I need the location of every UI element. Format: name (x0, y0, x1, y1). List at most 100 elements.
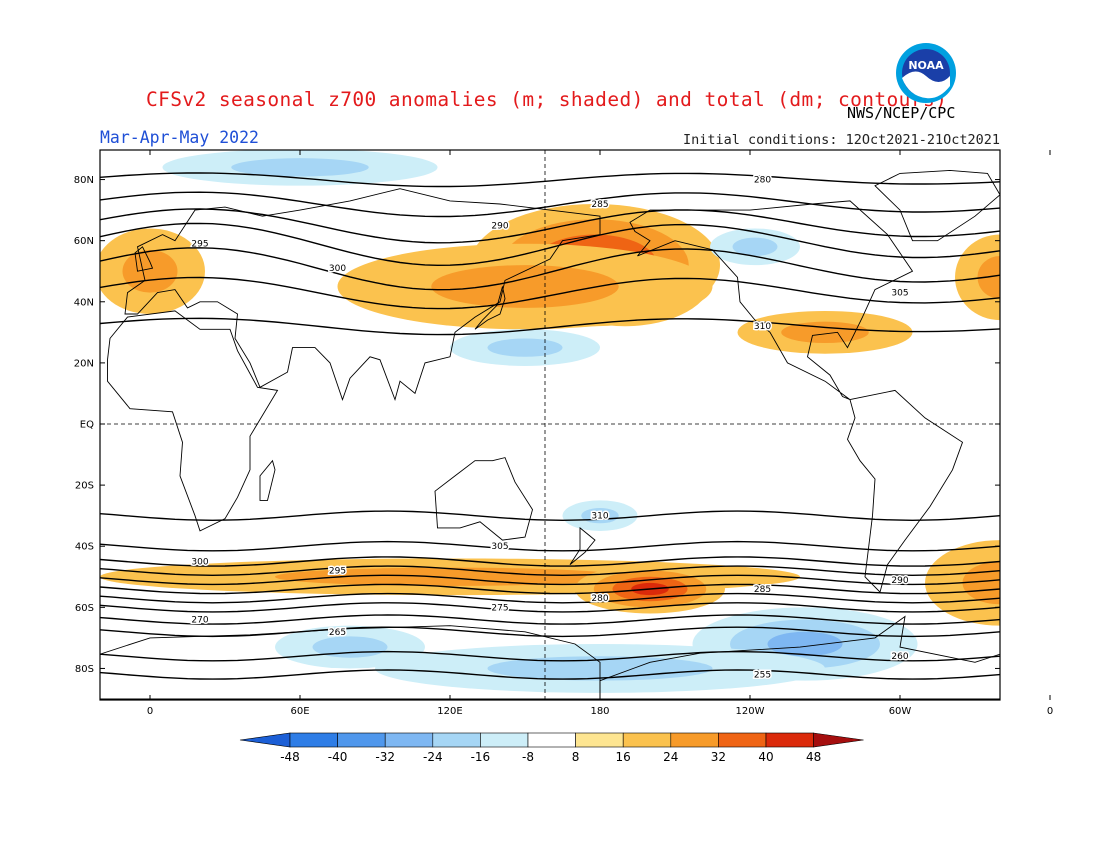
anomaly-region-3 (122, 249, 178, 293)
colorbar-label: -32 (375, 750, 395, 764)
colorbar-label: -24 (423, 750, 443, 764)
source-label: NWS/NCEP/CPC (847, 104, 956, 122)
anomaly-region-2 (431, 265, 619, 308)
contour-label: 290 (891, 576, 908, 586)
colorbar-arrow-left (239, 732, 291, 748)
new-zealand-coastline (569, 526, 596, 565)
lat-tick-label: EQ (80, 420, 94, 431)
contour-label: 310 (754, 322, 771, 332)
map-axes: 80N 60N 40N 20N EQ 20S 40S 60S 80S 0 60E 120E 180 120… (74, 150, 1053, 717)
colorbar-label: 16 (616, 750, 631, 764)
season-label: Mar-Apr-May 2022 (100, 128, 259, 147)
contour-label: 285 (591, 200, 608, 210)
colorbar: -48 -40 -32 -24 -16 -8 8 16 24 32 40 48 (239, 732, 864, 764)
colorbar-label: -48 (280, 750, 300, 764)
contour-line (100, 222, 1000, 267)
contour-line (100, 614, 1000, 625)
contour-label: 270 (191, 616, 208, 626)
contour-line (100, 650, 1000, 662)
colorbar-swatch (575, 732, 624, 748)
colorbar-swatch (622, 732, 672, 748)
anomaly-region-11 (962, 561, 1000, 605)
colorbar-swatch (432, 732, 481, 748)
colorbar-label: 40 (758, 750, 773, 764)
antarctica-coastline (599, 615, 1000, 700)
lon-tick-label: 0 (1047, 706, 1053, 717)
contour-label: 265 (329, 628, 346, 638)
contour-line (100, 565, 1000, 577)
contour-line (100, 208, 1000, 244)
contour-label: 300 (329, 264, 346, 274)
anomaly-region-12 (767, 631, 843, 657)
contour-label: 290 (491, 221, 508, 231)
uk-coastline (1035, 247, 1053, 271)
contour-label: 275 (491, 603, 508, 613)
colorbar-swatch (670, 732, 719, 748)
north-america-coastline (629, 200, 914, 401)
africa-coastline (1008, 311, 1100, 531)
contour-line (100, 247, 1000, 291)
contour-line (100, 276, 1000, 310)
colorbar-swatch (527, 732, 576, 748)
lat-tick-label: 20S (75, 481, 94, 492)
lat-tick-label: 80S (75, 664, 94, 675)
lon-tick-label: 60W (889, 706, 912, 717)
north-america-coastline (0, 201, 13, 400)
uk-coastline (134, 246, 154, 272)
lon-tick-label: 120E (437, 706, 462, 717)
contour-line (100, 317, 1000, 336)
australia-coastline (434, 457, 533, 541)
contour-label: 305 (891, 289, 908, 299)
contour-label: 255 (754, 671, 771, 681)
colorbar-swatch (765, 732, 814, 748)
colorbar-swatch (384, 732, 434, 748)
africa-coastline (107, 310, 279, 532)
lat-tick-label: 40S (75, 542, 94, 553)
colorbar-swatch (718, 732, 767, 748)
map-frame (99, 149, 1001, 701)
contour-label: 280 (591, 594, 608, 604)
colorbar-swatch (480, 732, 529, 748)
contour-line (100, 556, 1000, 567)
noaa-logo-text: NOAA (908, 59, 944, 72)
colorbar-label: -40 (328, 750, 348, 764)
greenland-coastline (874, 169, 1000, 242)
lon-tick-label: 180 (590, 706, 609, 717)
colorbar-label: -8 (522, 750, 534, 764)
anomaly-region-5 (781, 321, 869, 344)
colorbar-arrow-right (813, 732, 864, 748)
colorbar-label: -16 (471, 750, 491, 764)
colorbar-label: 8 (572, 750, 580, 764)
lat-tick-label: 60N (74, 236, 94, 247)
contour-line (100, 574, 1000, 586)
contour-label: 300 (191, 558, 208, 568)
south-america-coastline (0, 390, 63, 592)
anomaly-region-8 (732, 237, 778, 256)
lon-tick-label: 0 (147, 706, 153, 717)
contour-line (100, 510, 1000, 522)
lat-tick-label: 40N (74, 297, 94, 308)
noaa-logo: NOAA (896, 43, 956, 103)
contour-line (100, 583, 1000, 595)
height-contours: 2802852902953003053103103053002952902852… (100, 172, 1000, 682)
colorbar-label: 24 (663, 750, 678, 764)
contour-label: 310 (591, 512, 608, 522)
colorbar-label: 32 (711, 750, 726, 764)
contour-label: 295 (329, 567, 346, 577)
colorbar-swatch (289, 732, 338, 748)
lon-tick-label: 120W (736, 706, 765, 717)
lat-tick-label: 80N (74, 175, 94, 186)
anomaly-region-9 (275, 567, 625, 586)
lat-tick-label: 60S (75, 603, 94, 614)
madagascar-coastline (259, 459, 276, 501)
south-america-coastline (847, 389, 964, 593)
contour-line (100, 669, 1000, 680)
anomaly-region-6 (231, 158, 369, 177)
anomaly-region-7 (487, 338, 563, 357)
contour-line (100, 191, 1000, 218)
contour-line (100, 592, 1000, 604)
contour-label: 280 (754, 176, 771, 186)
contour-line (100, 172, 1000, 188)
contour-line (100, 602, 1000, 613)
